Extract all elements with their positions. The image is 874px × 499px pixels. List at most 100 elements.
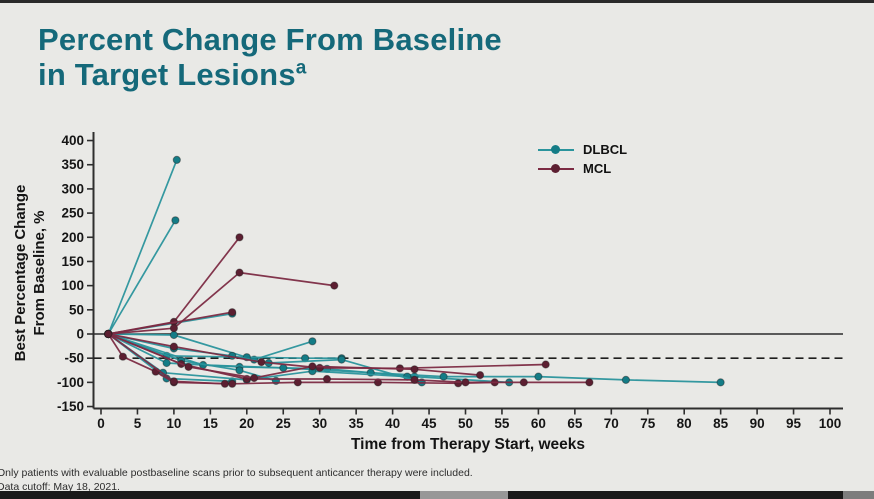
footnote-data-cutoff: Data cutoff: May 18, 2021. [0, 480, 120, 493]
axis-tick-label: 90 [750, 416, 765, 431]
axis-tick-label: -150 [57, 399, 84, 414]
axis-tick-label: -50 [64, 351, 84, 366]
patient-line [107, 159, 178, 335]
axis-tick-label: 85 [713, 416, 729, 431]
axis-tick-label: 50 [69, 302, 84, 317]
legend-label: DLBCL [583, 142, 628, 157]
axis-tick-label: 25 [276, 416, 292, 431]
data-point [184, 362, 193, 371]
patient-line [107, 333, 547, 370]
axis-tick-label: 55 [494, 416, 510, 431]
legend-dot-icon [551, 145, 560, 154]
data-point [308, 337, 317, 346]
legend-marker-icon [538, 164, 574, 173]
data-point [308, 362, 317, 371]
video-scrubber-segment [843, 491, 874, 499]
data-point [172, 155, 181, 164]
axis-tick-label: 0 [97, 416, 105, 431]
y-axis-title-line-1: Best Percentage Change [12, 184, 29, 362]
title-line-1: Percent Change From Baseline [38, 22, 502, 57]
data-point [220, 379, 229, 388]
y-axis-title: Best Percentage Change From Baseline, % [12, 153, 52, 393]
legend-label: MCL [583, 161, 612, 176]
patient-line [107, 333, 591, 384]
axis-tick-label: 15 [203, 416, 219, 431]
data-point [162, 358, 171, 368]
video-top-border [0, 0, 874, 3]
axis-tick-label: 250 [61, 206, 84, 221]
data-point [410, 375, 419, 384]
data-point [228, 379, 237, 388]
data-point [118, 352, 128, 361]
data-point [585, 378, 594, 387]
axis-tick-label: 100 [61, 278, 84, 293]
data-point [293, 378, 302, 387]
data-point [171, 216, 180, 225]
title-line-2: in Target Lesions [38, 57, 296, 93]
chart-legend: DLBCL MCL [538, 141, 627, 179]
legend-item-dlbcl: DLBCL [538, 141, 627, 158]
data-point [315, 363, 324, 372]
data-point [228, 308, 237, 317]
axis-tick-label: 30 [312, 416, 327, 431]
axis-tick-label: 10 [166, 416, 181, 431]
data-point [476, 371, 485, 380]
data-point [235, 366, 244, 375]
legend-marker-icon [538, 145, 574, 154]
data-point [235, 233, 244, 242]
axes [87, 132, 843, 415]
axis-tick-label: 35 [349, 416, 365, 431]
data-point [534, 372, 543, 381]
footnotes: Only patients with evaluable postbaselin… [0, 467, 473, 494]
axis-tick-label: -100 [57, 375, 84, 390]
axis-tick-label: 400 [61, 133, 84, 148]
axis-tick-label: 5 [134, 416, 142, 431]
axis-tick-label: 95 [786, 416, 802, 431]
data-point [621, 375, 631, 384]
axis-tick-label: 350 [61, 157, 84, 172]
data-point [250, 373, 259, 383]
data-point [337, 355, 346, 364]
data-point [169, 324, 178, 333]
data-point [169, 377, 178, 386]
axis-tick-label: 0 [76, 327, 84, 342]
data-point [257, 358, 266, 367]
patient-line [107, 333, 314, 361]
data-point [235, 268, 244, 277]
patient-line [107, 333, 481, 379]
axis-tick-label: 300 [61, 181, 84, 196]
axis-tick-label: 60 [531, 416, 546, 431]
data-point [410, 365, 419, 374]
axis-tick-label: 150 [61, 254, 84, 269]
title-superscript: a [295, 58, 307, 79]
data-point [519, 378, 528, 387]
data-point [169, 330, 178, 340]
patient-line [107, 311, 234, 335]
legend-dot-icon [551, 164, 560, 173]
axis-tick-label: 200 [61, 230, 84, 245]
data-point [461, 378, 470, 387]
page-title: Percent Change From Baseline in Target Le… [38, 22, 502, 93]
data-point [541, 360, 550, 369]
footnote-inclusion: Only patients with evaluable postbaselin… [0, 467, 473, 479]
axis-tick-label: 75 [640, 416, 656, 431]
patient-line [107, 271, 336, 335]
legend-item-mcl: MCL [538, 160, 627, 177]
axis-tick-label: 45 [422, 416, 438, 431]
patient-line [107, 219, 177, 335]
data-point [330, 281, 339, 290]
axis-tick-label: 65 [567, 416, 583, 431]
data-point [439, 372, 448, 381]
data-point [716, 378, 725, 387]
axis-tick-label: 50 [458, 416, 473, 431]
patient-line [107, 333, 277, 382]
y-axis-title-line-2: From Baseline, % [30, 210, 48, 336]
data-point [454, 379, 463, 388]
video-scrubber-segment [420, 491, 508, 499]
data-point [104, 329, 113, 339]
axis-tick-label: 20 [239, 416, 254, 431]
axis-tick-label: 40 [385, 416, 400, 431]
data-point [169, 342, 178, 351]
axis-tick-label: 80 [677, 416, 692, 431]
